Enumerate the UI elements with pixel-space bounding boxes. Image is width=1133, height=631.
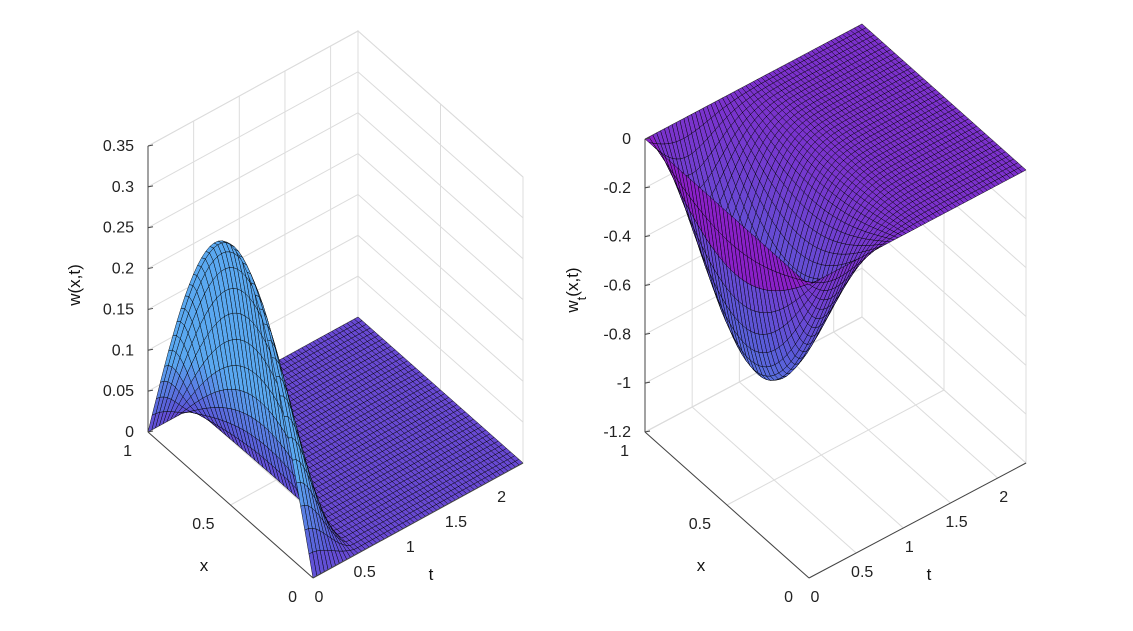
z-tick-label: -1.2 <box>603 424 631 441</box>
t-tick-labels: 0 0.5 1 1.5 2 <box>811 489 1009 606</box>
z-tick-labels: 0 -0.2 -0.4 -0.6 -0.8 -1 -1.2 <box>603 131 651 441</box>
t-tick-label: 0 <box>315 589 324 606</box>
z-tick-label: 0.2 <box>112 261 134 278</box>
z-axis-label: wt(x,t) <box>563 267 589 313</box>
t-tick-label: 0.5 <box>354 564 376 581</box>
t-tick-label: 0 <box>811 589 820 606</box>
x-tick-labels: 00.51 <box>123 443 297 606</box>
x-axis-label: x <box>200 556 209 575</box>
surface-plot-wt: 0-0.2-0.4-0.6-0.8-1-1.2 00.51 00.511.52 … <box>563 22 1027 606</box>
t-axis-label: t <box>429 565 434 584</box>
z-tick-label: 0.05 <box>103 383 134 400</box>
z-tick-label: -0.2 <box>603 180 631 197</box>
z-tick-label: -0.4 <box>603 229 631 246</box>
x-tick-label: 0.5 <box>689 516 711 533</box>
t-tick-label: 2 <box>497 489 506 506</box>
z-tick-label: -0.8 <box>603 326 631 343</box>
z-axis-label: w(x,t) <box>65 264 84 307</box>
z-tick-label: 0 <box>622 131 631 148</box>
t-tick-label: 2 <box>999 489 1008 506</box>
z-tick-label: 0.35 <box>103 138 134 155</box>
t-tick-labels: 0 0.5 1 1.5 2 <box>315 489 507 606</box>
t-tick-label: 1.5 <box>945 514 967 531</box>
z-tick-label: -1 <box>617 375 631 392</box>
surface-mesh <box>644 23 1027 381</box>
x-tick-labels: 00.51 <box>620 443 793 606</box>
x-tick-label: 0 <box>288 589 297 606</box>
t-tick-label: 1 <box>406 539 415 556</box>
t-axis-label: t <box>927 565 932 584</box>
t-tick-label: 1 <box>905 539 914 556</box>
surface-plot-w: 00.050.10.150.20.250.30.35 00.51 00.511.… <box>65 29 524 606</box>
z-tick-label: 0.25 <box>103 220 134 237</box>
x-tick-label: 1 <box>123 443 132 460</box>
x-tick-label: 0 <box>784 589 793 606</box>
z-tick-label: 0 <box>125 424 134 441</box>
t-tick-label: 0.5 <box>851 564 873 581</box>
z-tick-labels: 0 0.05 0.1 0.15 0.2 0.25 0.3 0.35 <box>103 138 154 441</box>
z-tick-label: 0.1 <box>112 342 134 359</box>
z-tick-label: 0.15 <box>103 301 134 318</box>
t-tick-label: 1.5 <box>445 514 467 531</box>
z-tick-label: 0.3 <box>112 179 134 196</box>
axes <box>147 146 524 579</box>
x-tick-label: 1 <box>620 443 629 460</box>
x-tick-label: 0.5 <box>192 516 214 533</box>
surface-mesh <box>147 240 524 579</box>
x-axis-label: x <box>697 556 706 575</box>
surface-cell <box>804 281 814 286</box>
z-tick-label: -0.6 <box>603 278 631 295</box>
